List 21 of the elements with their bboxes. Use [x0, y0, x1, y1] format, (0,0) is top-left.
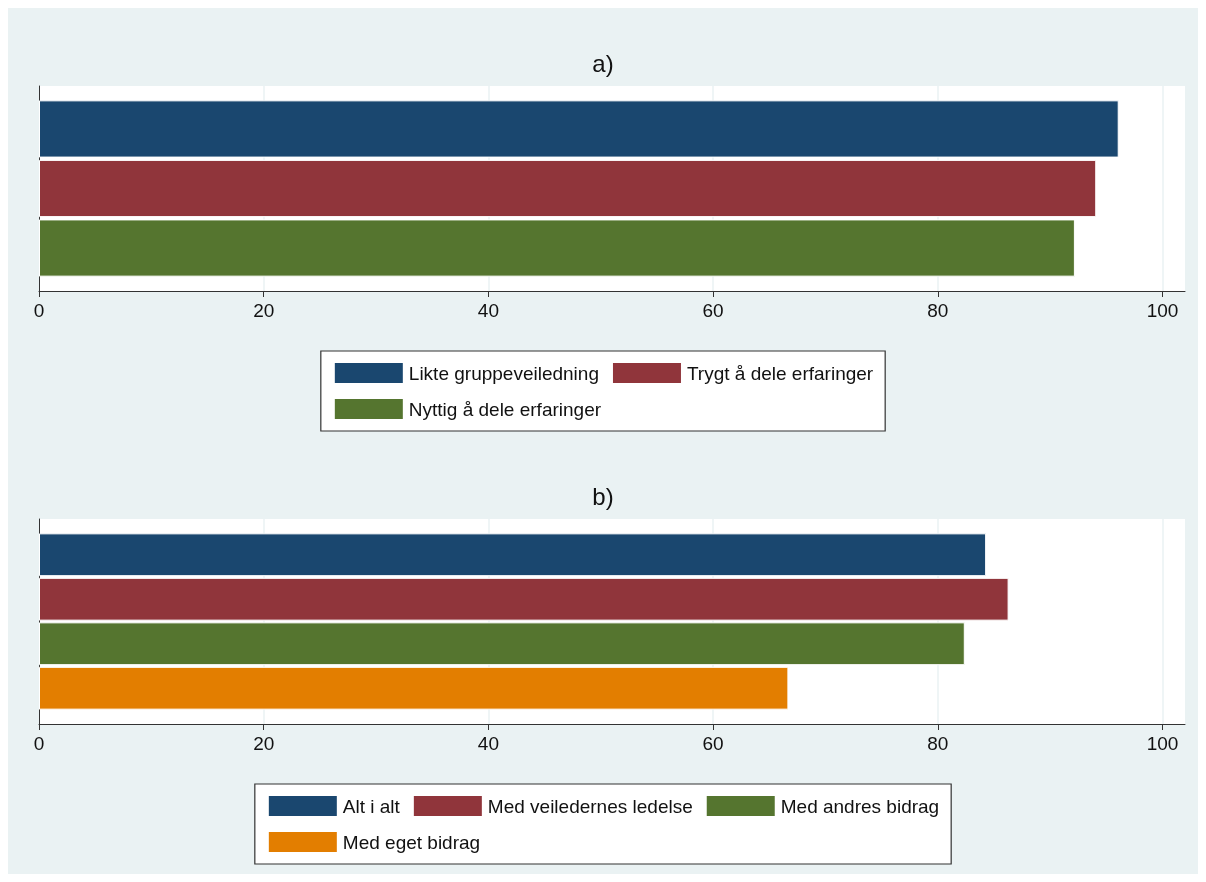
chart-title: b) [592, 482, 614, 510]
chart-title: a) [592, 49, 614, 77]
x-tick-label: 80 [927, 733, 949, 754]
x-tick-label: 40 [477, 733, 499, 754]
legend-label: Nyttig å dele erfaringer [408, 398, 602, 420]
x-tick-label: 20 [253, 300, 275, 321]
x-tick-label: 100 [1146, 300, 1179, 321]
x-tick-label: 60 [702, 733, 724, 754]
x-tick-label: 0 [33, 300, 45, 321]
legend-label: Likte gruppeveiledning [408, 362, 599, 384]
x-tick-label: 40 [477, 300, 499, 321]
legend-label: Trygt å dele erfaringer [686, 362, 874, 384]
x-tick-label: 100 [1146, 733, 1179, 754]
x-tick-label: 20 [253, 733, 275, 754]
x-tick-label: 80 [927, 300, 949, 321]
legend-label: Alt i alt [342, 795, 401, 817]
x-tick-label: 0 [33, 733, 45, 754]
legend-label: Med eget bidrag [342, 831, 481, 853]
legend-label: Med veiledernes ledelse [487, 795, 693, 817]
x-tick-label: 60 [702, 300, 724, 321]
legend-label: Med andres bidrag [780, 795, 940, 817]
